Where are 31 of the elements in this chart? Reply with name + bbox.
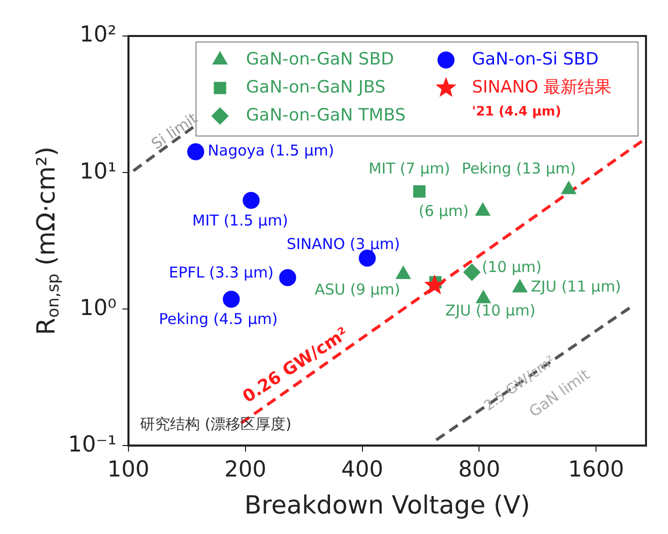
y-tick-label: 10⁻¹ (68, 432, 116, 458)
x-tick-label: 1600 (568, 458, 624, 483)
x-tick-label: 400 (341, 458, 384, 483)
y-axis-title: Ron,sp (mΩ·cm²) (32, 146, 62, 336)
legend-label: SINANO 最新结果 (472, 77, 612, 98)
y-tick-label: 10⁰ (80, 296, 117, 321)
x-axis-title: Breakdown Voltage (V) (244, 490, 530, 520)
x-tick-label: 200 (224, 458, 266, 483)
annotation: ZJU (11 μm) (530, 278, 622, 296)
x-tick-label: 800 (458, 458, 500, 483)
legend-label: GaN-on-GaN SBD (246, 49, 394, 70)
y-tick-label: 10² (80, 22, 116, 48)
annotation: MIT (7 μm) (368, 159, 450, 178)
annotation: (6 μm) (418, 202, 469, 220)
annotation: SINANO (3 μm) (286, 235, 400, 254)
annotation: Peking (13 μm) (462, 159, 576, 178)
x-tick-label: 100 (107, 458, 150, 483)
annotation: Peking (4.5 μm) (158, 310, 278, 328)
annotation: MIT (1.5 μm) (192, 211, 288, 230)
annotation: ZJU (10 μm) (445, 302, 536, 320)
annotation: Nagoya (1.5 μm) (208, 142, 334, 160)
annotation: Si limit (148, 109, 201, 154)
legend-label: GaN-on-GaN JBS (246, 77, 386, 98)
annotation: '21 (4.4 μm) (472, 104, 562, 120)
annotation: EPFL (3.3 μm) (168, 263, 274, 282)
annotation: (10 μm) (482, 258, 542, 276)
annotation: ASU (9 μm) (314, 280, 400, 298)
annotation: 研究结构 (漂移区厚度) (140, 414, 292, 433)
legend-label: GaN-on-GaN TMBS (246, 105, 406, 126)
y-tick-label: 10¹ (80, 159, 116, 184)
legend-label: GaN-on-Si SBD (472, 49, 599, 70)
